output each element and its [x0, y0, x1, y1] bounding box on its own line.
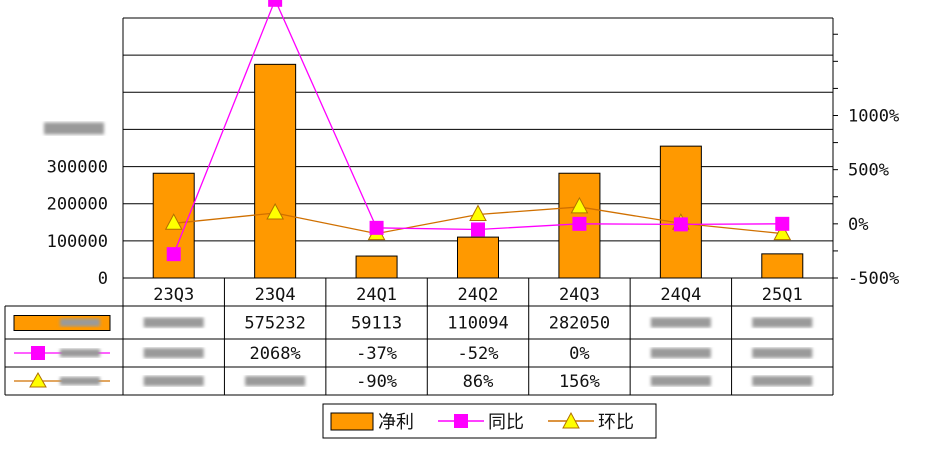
table-cell: 575232 — [244, 314, 305, 334]
table-cell: 86% — [463, 372, 494, 392]
left-axis: 0 100000 200000 300000 — [44, 122, 108, 289]
table-cell: -37% — [356, 344, 397, 364]
bar-24Q1 — [355, 255, 398, 279]
category-label-25Q1: 25Q1 — [762, 285, 803, 305]
table-cell-illegible — [143, 348, 204, 358]
table-cell: 0% — [569, 344, 589, 364]
table-key-label-illegible — [60, 349, 100, 357]
right-axis: -500% 0% 500% 1000% — [848, 107, 899, 290]
category-label-23Q3: 23Q3 — [153, 285, 194, 305]
table-cell-illegible — [650, 376, 711, 386]
qoq-point-24Q3 — [570, 196, 589, 214]
legend-marker-yoy — [454, 414, 468, 428]
legend: 净利 同比 环比 — [322, 403, 657, 439]
qoq-point-23Q3 — [164, 213, 183, 230]
table-cell-illegible — [752, 317, 813, 328]
table-cell-illegible — [752, 376, 813, 386]
category-label-24Q2: 24Q2 — [458, 285, 499, 305]
yoy-point-24Q1 — [369, 220, 384, 235]
qoq-point-24Q2 — [469, 204, 487, 222]
yoy-point-23Q4 — [268, 0, 283, 7]
category-label-24Q1: 24Q1 — [356, 285, 397, 305]
legend-label-yoy: 同比 — [488, 412, 524, 433]
table-cell: -52% — [458, 344, 499, 364]
yoy-point-24Q2 — [471, 222, 485, 237]
table-cell: -90% — [356, 372, 397, 392]
yoy-point-23Q3 — [166, 247, 181, 262]
legend-label-qoq: 环比 — [598, 412, 634, 433]
left-tick-label: 200000 — [47, 195, 108, 215]
bar-23Q4 — [254, 63, 297, 279]
legend-swatch-net-profit — [330, 412, 374, 431]
table-cell: 110094 — [447, 314, 508, 334]
table-cell-illegible — [752, 348, 813, 358]
legend-box — [322, 403, 657, 439]
table-key-yoy-marker — [31, 346, 45, 360]
bar-series-net-profit — [152, 63, 804, 279]
table-cell: 282050 — [549, 314, 610, 334]
bar-24Q4 — [659, 145, 702, 279]
table-cell-illegible — [650, 317, 711, 328]
plot-grid — [122, 17, 838, 279]
left-tick-label-illegible — [44, 122, 104, 135]
legend-label-net-profit: 净利 — [378, 412, 414, 433]
table-key-qoq-marker — [29, 371, 47, 388]
yoy-point-24Q3 — [572, 216, 587, 231]
left-tick-label: 300000 — [47, 158, 108, 178]
data-table: 23Q3 23Q4 24Q1 24Q2 24Q3 24Q4 25Q1 575232 59113 1… — [4, 277, 834, 396]
table-key-label-illegible — [60, 318, 100, 327]
right-tick-label: 0% — [848, 215, 868, 235]
category-label-24Q3: 24Q3 — [559, 285, 600, 305]
table-cell-illegible — [143, 376, 204, 386]
right-tick-label: -500% — [848, 269, 899, 289]
table-cell: 2068% — [250, 344, 301, 364]
bar-24Q2 — [457, 236, 499, 279]
yoy-point-24Q4 — [673, 217, 688, 232]
table-cell-illegible — [143, 317, 204, 328]
category-label-24Q4: 24Q4 — [660, 285, 701, 305]
line-series — [164, 0, 792, 262]
qoq-point-23Q4 — [266, 202, 284, 220]
right-tick-label: 500% — [848, 161, 889, 181]
bar-25Q1 — [761, 253, 804, 279]
table-key-label-illegible — [60, 377, 100, 385]
table-cell: 59113 — [351, 314, 402, 334]
category-label-23Q4: 23Q4 — [255, 285, 296, 305]
left-tick-label: 100000 — [47, 232, 108, 252]
table-cell: 156% — [559, 372, 600, 392]
left-tick-label: 0 — [98, 269, 108, 289]
table-cell-illegible — [650, 348, 711, 358]
yoy-point-25Q1 — [775, 216, 790, 231]
legend-marker-qoq — [562, 411, 580, 429]
table-cell-illegible — [245, 376, 306, 386]
right-tick-label: 1000% — [848, 107, 899, 127]
qoq-point-25Q1 — [773, 223, 792, 241]
